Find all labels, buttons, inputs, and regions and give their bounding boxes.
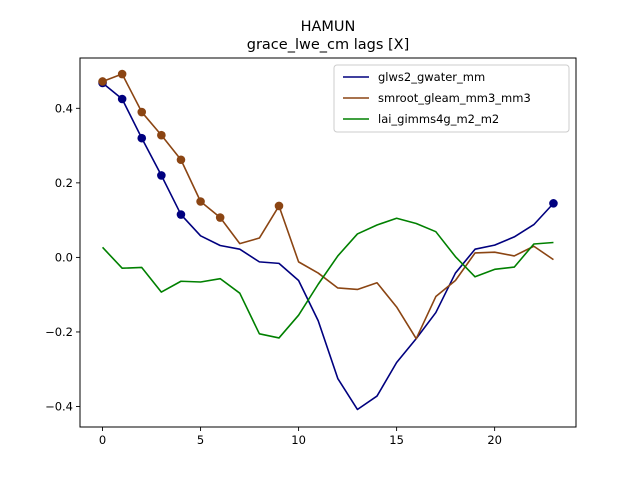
plot-lines (101, 73, 555, 411)
data-point-smroot_gleam_mm3_mm3-9 (274, 201, 284, 211)
y-tick-label: −0.2 (45, 325, 73, 339)
y-tick-label: 0.2 (55, 176, 73, 190)
data-point-glws2_gwater_mm-2 (137, 133, 147, 143)
legend: glws2_gwater_mm smroot_gleam_mm3_mm3 lai_g… (333, 64, 570, 133)
y-tick-label: 0.4 (55, 101, 73, 115)
series-line-lai_gimms4g_m2_m2 (101, 217, 554, 339)
data-point-smroot_gleam_mm3_mm3-1 (117, 69, 127, 79)
x-tick-label: 0 (99, 433, 106, 447)
data-point-smroot_gleam_mm3_mm3-5 (196, 197, 205, 206)
chart-title: HAMUN (301, 19, 356, 35)
chart-subtitle: grace_lwe_cm lags [X] (247, 37, 410, 53)
series-line-glws2_gwater_mm (102, 82, 555, 411)
x-tick-label: 15 (389, 433, 404, 447)
series-line-smroot_gleam_mm3_mm3 (102, 73, 554, 340)
data-point-smroot_gleam_mm3_mm3-0 (98, 77, 107, 86)
plot-frame (79, 57, 577, 428)
data-point-glws2_gwater_mm-4 (176, 210, 186, 219)
data-point-smroot_gleam_mm3_mm3-4 (176, 155, 186, 165)
y-tick-label: −0.4 (45, 400, 73, 414)
axis-ticks: 0 5 10 15 20 −0.4 −0.2 0.0 0.2 0.4 (45, 101, 502, 447)
data-point-smroot_gleam_mm3_mm3-3 (157, 130, 166, 140)
legend-box (333, 64, 570, 133)
x-tick-label: 5 (197, 433, 204, 447)
plot-markers (98, 69, 558, 222)
legend-label-glws2_gwater_mm: glws2_gwater_mm (378, 70, 485, 84)
data-point-smroot_gleam_mm3_mm3-6 (215, 213, 225, 222)
data-point-smroot_gleam_mm3_mm3-2 (137, 107, 147, 117)
x-tick-label: 10 (291, 433, 306, 447)
y-tick-label: 0.0 (55, 250, 73, 264)
x-tick-label: 20 (487, 433, 502, 447)
data-point-glws2_gwater_mm-3 (157, 171, 166, 180)
legend-label-smroot_gleam_mm3_mm3: smroot_gleam_mm3_mm3 (378, 91, 531, 105)
data-point-glws2_gwater_mm-1 (117, 94, 127, 104)
data-point-glws2_gwater_mm-23 (549, 199, 558, 208)
legend-label-lai_gimms4g_m2_m2: lai_gimms4g_m2_m2 (378, 112, 499, 126)
